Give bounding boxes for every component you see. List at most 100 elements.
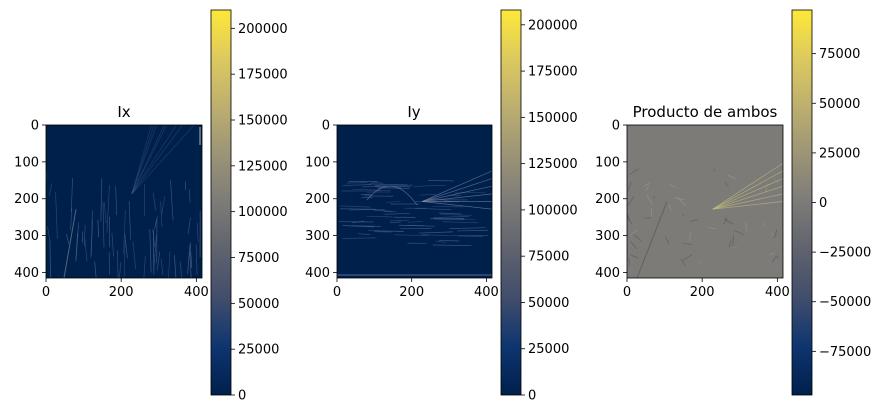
colorbar-iy: 0 25000 50000 75000 100000 125000 150000 175000… (500, 9, 578, 404)
edge-stroke (352, 220, 365, 223)
edge-stroke (168, 251, 171, 278)
edge-stroke (699, 261, 701, 265)
x-tick-label: 400 (765, 285, 790, 300)
edge-stroke (449, 227, 486, 229)
edge-stroke (160, 201, 163, 227)
image-background (46, 125, 202, 278)
colorbar-tick-label: 0 (819, 196, 827, 211)
edge-stroke (627, 196, 635, 206)
panel-product: Producto de ambos 0 200 400 0 100 200 300 400 (595, 103, 790, 300)
x-tick-label: 0 (42, 285, 50, 300)
edge-stroke (724, 182, 729, 188)
edge-stroke (132, 241, 136, 270)
edge-stroke (123, 209, 126, 254)
edge-stroke (128, 201, 131, 240)
colorbar-tick-label: 75000 (238, 251, 279, 266)
edge-stroke (439, 212, 462, 215)
x-tick-label: 200 (399, 285, 424, 300)
edge-texture (337, 170, 492, 276)
edge-stroke (633, 234, 642, 242)
edge-stroke (97, 219, 99, 238)
edge-stroke (456, 218, 476, 221)
image-area (336, 124, 493, 279)
panel-title: Producto de ambos (633, 103, 778, 121)
edge-stroke (131, 125, 167, 195)
edge-stroke (94, 261, 97, 278)
edge-stroke (712, 162, 783, 210)
edge-stroke (629, 168, 640, 175)
edge-stroke (149, 228, 152, 273)
axes-frame (45, 124, 203, 279)
edge-stroke (66, 233, 70, 244)
edge-stroke (106, 184, 110, 233)
edge-stroke (115, 186, 118, 216)
edge-stroke (75, 232, 78, 260)
edge-stroke (680, 258, 686, 266)
edge-stroke (682, 254, 692, 261)
edge-stroke (413, 184, 446, 187)
edge-stroke (195, 244, 198, 276)
colorbar-tick-label: 50000 (238, 297, 279, 312)
edge-stroke (712, 170, 783, 210)
edge-stroke (628, 258, 631, 266)
edge-stroke (765, 183, 770, 186)
edge-stroke (386, 201, 401, 203)
colorbar-tick-label: 100000 (238, 205, 288, 220)
colorbar-tick-label: −25000 (819, 246, 871, 261)
y-axis: 0 100 200 300 400 (14, 119, 46, 281)
edge-stroke (196, 222, 199, 242)
edge-stroke (422, 193, 492, 202)
edge-stroke (646, 195, 654, 205)
x-tick-label: 400 (474, 285, 499, 300)
edge-stroke (712, 178, 783, 210)
edge-stroke (650, 208, 653, 217)
colorbar-gradient (791, 9, 813, 396)
edge-stroke (180, 262, 182, 278)
edge-stroke (131, 125, 155, 194)
edge-stroke (84, 237, 88, 262)
panel-iy: Iy 0 200 400 0 100 200 300 400 (305, 103, 499, 300)
edge-stroke (131, 125, 157, 194)
edge-stroke (384, 213, 410, 215)
colorbar-tick-label: 125000 (238, 159, 288, 174)
colorbar-product: −75000 −50000 −25000 0 25000 50000 75000 (791, 9, 871, 396)
edge-stroke (433, 218, 465, 221)
edge-stroke (90, 220, 93, 258)
y-tick-label: 200 (14, 192, 39, 207)
edge-stroke (769, 252, 776, 256)
edge-stroke (642, 183, 650, 187)
edge-stroke (349, 209, 385, 211)
edge-stroke (407, 221, 423, 223)
y-tick-label: 0 (612, 119, 620, 134)
edge-stroke (63, 209, 77, 278)
colorbar-tick-label: 25000 (819, 146, 860, 161)
edge-stroke (723, 216, 728, 225)
edge-stroke (389, 219, 409, 222)
edge-stroke (143, 255, 146, 278)
edge-stroke (733, 247, 737, 249)
edge-stroke (421, 234, 450, 237)
edge-stroke (449, 235, 484, 238)
edge-stroke (630, 241, 638, 249)
colorbar-tick-label: 50000 (528, 296, 569, 311)
edge-stroke (773, 178, 779, 183)
y-tick-label: 100 (14, 155, 39, 170)
colorbar-tick-label: 50000 (819, 97, 860, 112)
colorbar-gradient (210, 9, 232, 396)
colorbar-tick-label: 150000 (528, 111, 578, 126)
edge-stroke (414, 207, 452, 210)
colorbar-tick-label: 125000 (528, 157, 578, 172)
edge-stroke (153, 234, 157, 271)
edge-stroke (422, 185, 492, 202)
edge-stroke (712, 185, 783, 210)
edge-stroke (712, 201, 783, 210)
edge-stroke (160, 258, 164, 275)
edge-stroke (47, 226, 51, 243)
edge-stroke (776, 255, 779, 259)
edge-texture (627, 162, 783, 278)
edge-stroke (689, 231, 691, 242)
edge-stroke (683, 242, 693, 245)
edge-stroke (372, 181, 384, 184)
panel-title: Iy (407, 103, 420, 121)
colorbar-tick-label: 75000 (528, 250, 569, 265)
